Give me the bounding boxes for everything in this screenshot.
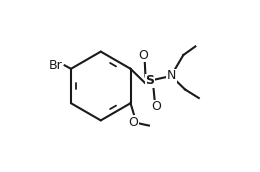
Text: Br: Br (48, 59, 62, 72)
Text: O: O (138, 49, 148, 62)
Text: O: O (128, 116, 138, 129)
Text: N: N (167, 69, 176, 82)
Text: S: S (145, 74, 154, 87)
Text: O: O (152, 100, 162, 113)
